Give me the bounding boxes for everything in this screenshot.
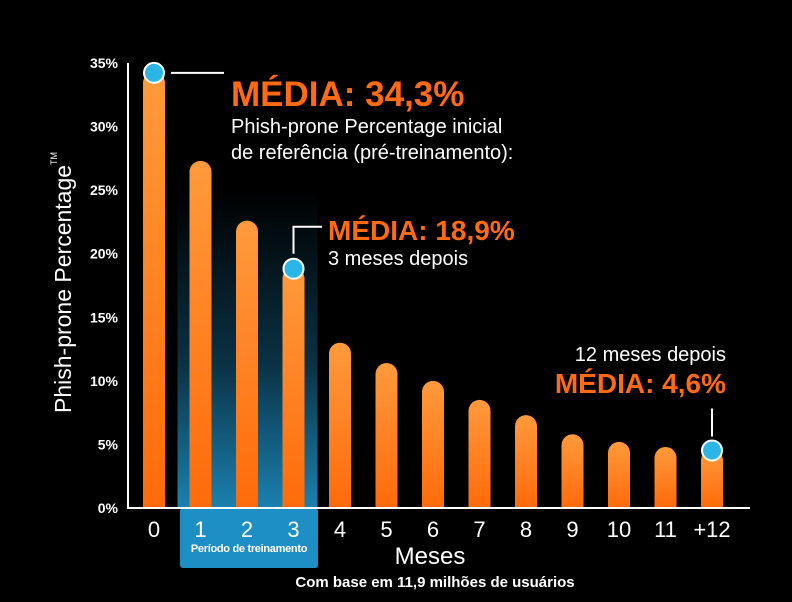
annotation-12-months: 12 meses depois MÉDIA: 4,6% (520, 342, 726, 400)
footnote: Com base em 11,9 milhões de usuários (295, 574, 575, 591)
trademark-mark: TM (49, 151, 59, 165)
x-tick-label: 1 (194, 517, 206, 542)
bar-4 (329, 342, 351, 508)
annotation-baseline-title: MÉDIA: 34,3% (231, 75, 465, 114)
annotation-dot (143, 61, 165, 84)
annotation-leader-line (292, 225, 322, 254)
x-tick-label: 0 (148, 517, 160, 542)
y-tick-label: 0% (98, 500, 119, 516)
y-tick-label: 15% (90, 309, 119, 325)
training-period-label: Período de treinamento (190, 543, 308, 555)
x-tick-label: 7 (473, 517, 485, 542)
x-tick-label: 5 (380, 517, 392, 542)
bar-3 (282, 267, 305, 508)
annotation-dot (282, 257, 305, 280)
x-tick-label: 11 (654, 517, 677, 542)
y-tick-label: 5% (98, 436, 119, 452)
bar-7 (468, 399, 491, 508)
y-tick-label: 20% (90, 246, 119, 262)
bar-+12 (701, 449, 723, 508)
x-tick-label: 8 (520, 517, 532, 542)
annotation-3-months-title: MÉDIA: 18,9% (328, 215, 515, 246)
bar-5 (375, 363, 398, 508)
y-tick-label: 30% (90, 119, 119, 135)
x-tick-label: 6 (427, 517, 439, 542)
bar-6 (422, 380, 444, 508)
annotation-3-months: MÉDIA: 18,9% 3 meses depois (328, 215, 515, 272)
y-axis-title: Phish-prone PercentageTM (49, 151, 76, 413)
x-tick-label: 10 (607, 517, 631, 542)
x-tick-label: 3 (287, 517, 299, 542)
bar-8 (515, 415, 537, 508)
annotation-baseline-line2: de referência (pré-treinamento): (231, 142, 514, 164)
bar-0 (143, 71, 165, 509)
annotation-dot (701, 439, 723, 462)
x-axis-title: Meses (394, 543, 466, 570)
annotation-baseline-line1: Phish-prone Percentage inicial (231, 116, 503, 138)
y-tick-label: 10% (90, 373, 119, 389)
x-tick-label: +12 (693, 517, 730, 542)
bar-1 (189, 160, 212, 508)
y-tick-label: 35% (90, 55, 119, 71)
x-tick-label: 2 (241, 517, 253, 542)
x-tick-label: 4 (334, 517, 346, 542)
annotation-12-months-pre: 12 meses depois (574, 344, 726, 366)
bar-11 (654, 446, 677, 508)
annotation-3-months-line1: 3 meses depois (328, 248, 469, 270)
bar-9 (561, 434, 584, 508)
training-period-box (180, 508, 318, 568)
bar-2 (236, 220, 258, 508)
y-tick-label: 25% (90, 182, 119, 198)
annotation-baseline: MÉDIA: 34,3% Phish-prone Percentage inic… (231, 76, 513, 166)
bar-10 (608, 441, 630, 508)
x-tick-label: 9 (566, 517, 578, 542)
annotation-12-months-title: MÉDIA: 4,6% (554, 368, 726, 399)
